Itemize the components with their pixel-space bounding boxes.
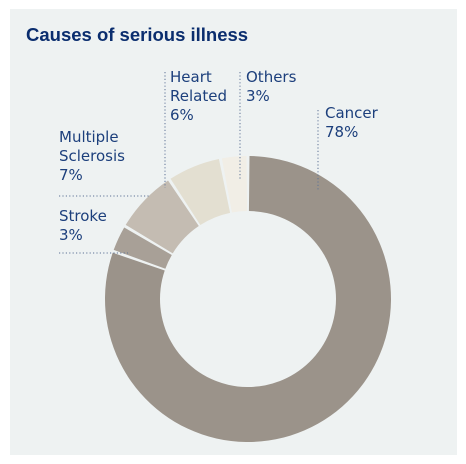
slice-value-stroke: 3% <box>59 226 83 244</box>
slice-label-others: Others <box>246 68 297 86</box>
slice-label-heart-related: Heart <box>170 68 212 86</box>
slice-label-stroke: Stroke <box>59 207 107 225</box>
slice-cancer <box>105 156 392 442</box>
slice-value-heart-related: 6% <box>170 106 194 124</box>
slice-label-heart-related: Related <box>170 87 227 105</box>
slice-multiple-sclerosis <box>125 180 199 254</box>
slice-others <box>221 156 248 213</box>
slice-label-cancer: Cancer <box>325 104 379 122</box>
slice-label-multiple-sclerosis: Multiple <box>59 128 119 146</box>
slice-value-others: 3% <box>246 87 270 105</box>
chart-panel <box>10 9 457 455</box>
slice-stroke <box>113 227 172 269</box>
slice-value-cancer: 78% <box>325 123 358 141</box>
chart-title: Causes of serious illness <box>26 24 249 45</box>
slice-label-multiple-sclerosis: Sclerosis <box>59 147 125 165</box>
slice-heart-related <box>170 158 231 226</box>
slice-value-multiple-sclerosis: 7% <box>59 166 83 184</box>
